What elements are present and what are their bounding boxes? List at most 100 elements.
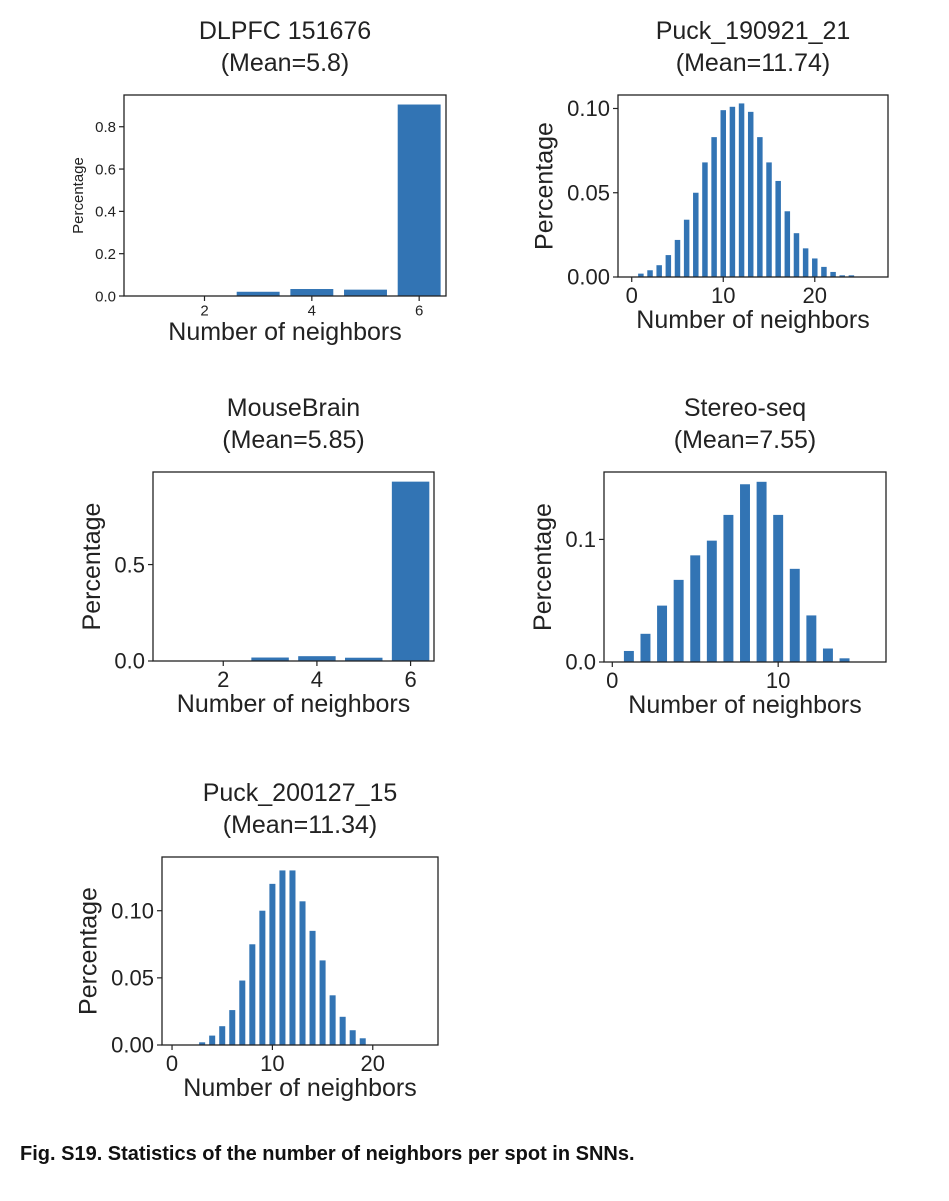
panel-title: Stereo-seq: [684, 394, 806, 422]
bar: [740, 484, 750, 662]
y-tick-label: 0.00: [111, 1033, 154, 1058]
y-tick-label: 0.05: [111, 966, 154, 991]
x-tick-label: 10: [260, 1051, 284, 1076]
bar: [711, 137, 717, 277]
x-tick-label: 6: [404, 667, 416, 692]
bar: [706, 540, 717, 662]
x-tick-label: 0: [166, 1051, 178, 1076]
bar: [199, 1042, 206, 1045]
bar: [279, 870, 286, 1045]
axes-frame: [603, 471, 887, 663]
bar: [309, 930, 316, 1045]
y-tick-label: 0.1: [565, 527, 596, 552]
bar: [638, 273, 644, 277]
x-tick-label: 20: [803, 283, 827, 308]
panel-stereo-seq: Stereo-seq (Mean=7.55) Number of neighbo…: [529, 394, 887, 719]
y-axis-label: Percentage: [70, 157, 87, 234]
bar: [806, 615, 817, 662]
bar: [821, 266, 827, 277]
panel-dlpfc: DLPFC 151676 (Mean=5.8) Number of neighb…: [70, 17, 447, 346]
bar: [784, 211, 791, 277]
bar: [290, 289, 334, 296]
y-axis-label: Percentage: [78, 503, 106, 631]
bar: [397, 104, 441, 296]
axes-frame: [152, 471, 435, 662]
x-axis-label: Number of neighbors: [168, 318, 401, 346]
bar: [391, 481, 430, 661]
bar: [299, 901, 306, 1045]
bar: [839, 275, 845, 277]
x-tick-label: 10: [711, 283, 735, 308]
bar: [239, 980, 246, 1045]
y-tick-label: 0.0: [114, 649, 145, 674]
bar: [756, 481, 767, 662]
bar: [640, 633, 651, 662]
x-tick-label: 0: [606, 668, 618, 693]
bar: [647, 270, 653, 277]
bar: [623, 650, 634, 662]
x-tick-label: 2: [217, 667, 229, 692]
bar: [822, 648, 833, 662]
bar: [359, 1038, 366, 1045]
bar: [683, 219, 690, 277]
bar: [219, 1026, 226, 1045]
bar: [693, 192, 699, 277]
axes-frame: [161, 856, 439, 1046]
bar: [344, 289, 387, 296]
panel-mousebrain: MouseBrain (Mean=5.85) Number of neighbo…: [78, 394, 435, 718]
figure-caption: Fig. S19. Statistics of the number of ne…: [20, 1143, 635, 1165]
panel-title: DLPFC 151676: [199, 17, 371, 45]
bar: [729, 106, 736, 277]
bar: [690, 555, 701, 662]
panel-title: Puck_190921_21: [656, 17, 851, 45]
bar: [738, 103, 745, 277]
x-tick-label: 4: [308, 302, 316, 319]
x-axis-label: Number of neighbors: [628, 691, 861, 719]
bar: [775, 180, 781, 277]
bar: [757, 137, 763, 277]
x-axis-label: Number of neighbors: [636, 306, 869, 334]
panel-subtitle: (Mean=5.8): [221, 49, 350, 77]
axes-frame: [123, 94, 447, 297]
y-axis-label: Percentage: [531, 122, 559, 250]
bar: [259, 910, 266, 1045]
bar: [773, 514, 784, 662]
bar: [339, 1016, 346, 1045]
y-tick-label: 0.00: [567, 265, 610, 290]
y-tick-label: 0.4: [95, 204, 116, 221]
x-tick-label: 10: [766, 668, 790, 693]
bar: [812, 258, 818, 277]
bar: [789, 568, 800, 662]
bar: [657, 605, 668, 662]
y-tick-label: 0.10: [111, 898, 154, 923]
x-tick-label: 4: [311, 667, 323, 692]
panel-puck-200127: Puck_200127_15 (Mean=11.34) Number of ne…: [75, 779, 439, 1102]
bar: [747, 111, 754, 277]
bar: [673, 579, 684, 662]
axes-frame: [617, 94, 889, 278]
x-tick-label: 2: [200, 302, 208, 319]
bar: [674, 239, 681, 277]
y-axis-label: Percentage: [529, 503, 557, 631]
y-tick-label: 0.5: [114, 552, 145, 577]
bar: [298, 656, 336, 661]
figure-panels: DLPFC 151676 (Mean=5.8) Number of neighb…: [70, 17, 889, 1102]
bar: [289, 870, 296, 1045]
y-tick-label: 0.05: [567, 180, 610, 205]
x-axis-label: Number of neighbors: [183, 1074, 416, 1102]
y-tick-label: 0.8: [95, 119, 116, 136]
bar: [665, 255, 672, 277]
bar: [802, 248, 809, 277]
bar: [345, 657, 383, 661]
panel-subtitle: (Mean=11.74): [676, 49, 831, 77]
panel-title: MouseBrain: [227, 394, 360, 422]
panel-subtitle: (Mean=11.34): [223, 811, 378, 839]
bar: [249, 944, 256, 1045]
y-tick-label: 0.10: [567, 96, 610, 121]
bar: [848, 275, 855, 277]
panel-title: Puck_200127_15: [203, 779, 398, 807]
panel-puck-190921: Puck_190921_21 (Mean=11.74) Number of ne…: [531, 17, 889, 334]
bar: [830, 271, 836, 277]
y-tick-label: 0.2: [95, 246, 116, 263]
bar: [702, 162, 708, 277]
